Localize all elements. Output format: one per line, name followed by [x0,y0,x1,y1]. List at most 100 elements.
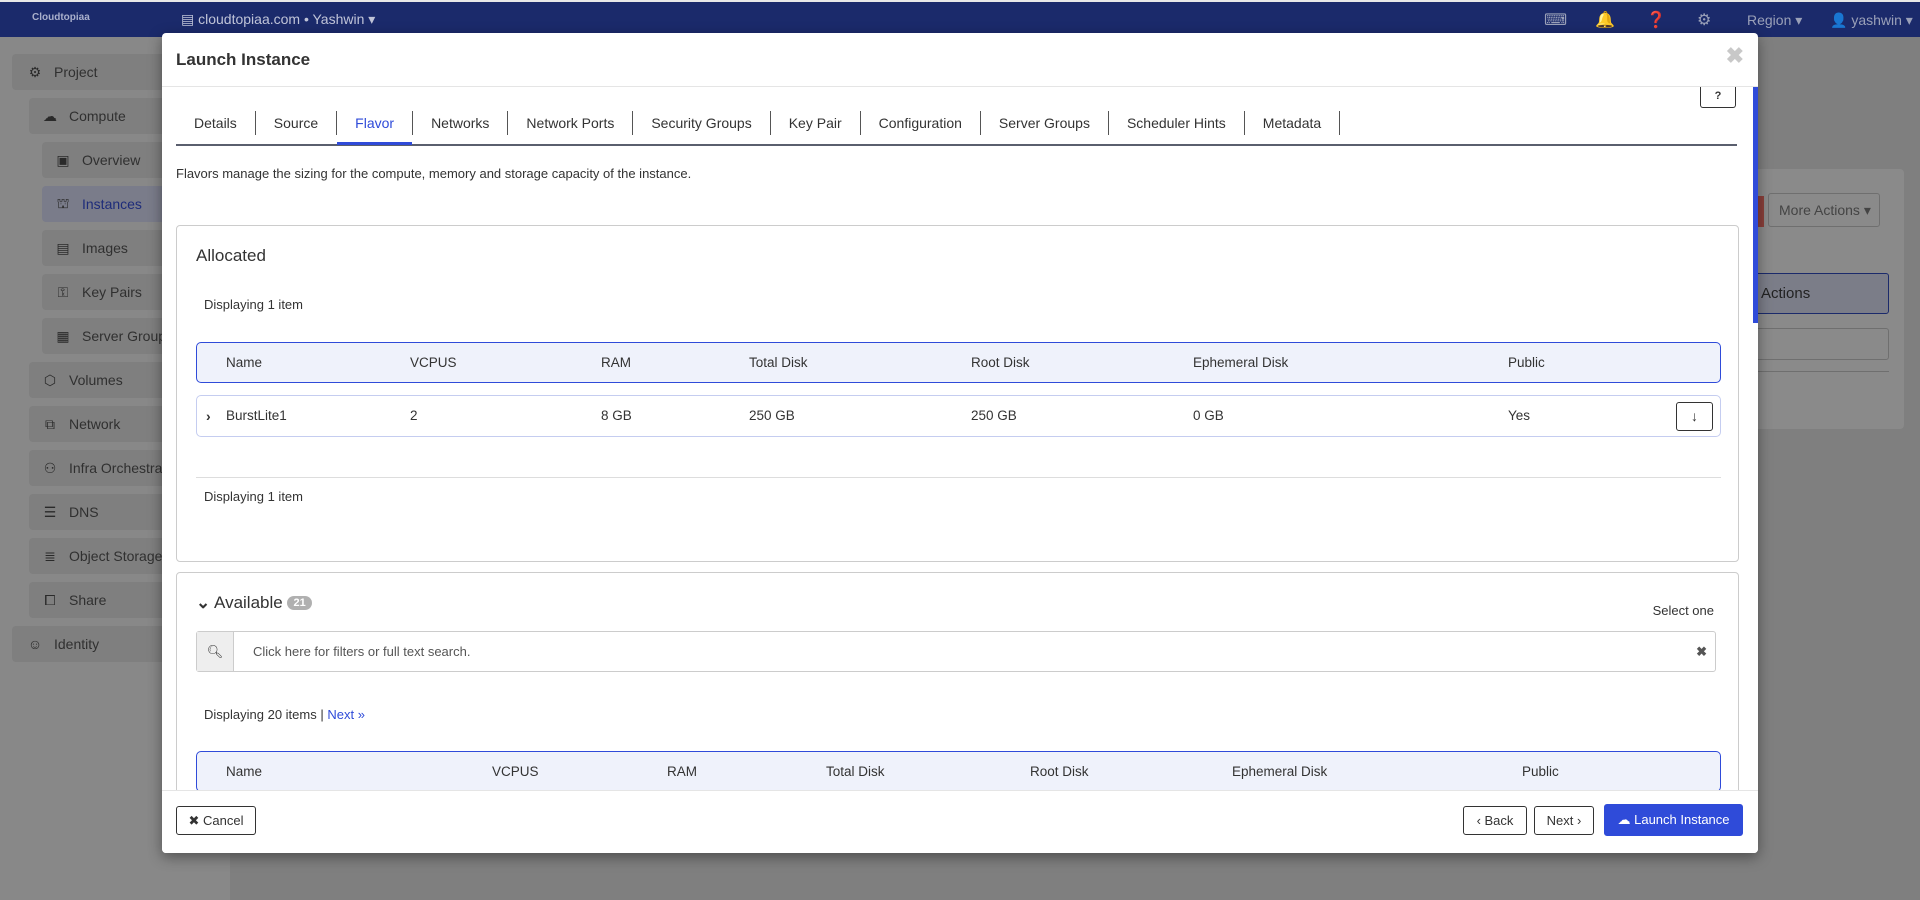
sidebar-item-label: Infra Orchestration [69,460,185,476]
column-header-root-disk: Root Disk [1030,764,1089,779]
column-header-ram: RAM [667,764,697,779]
tab-details[interactable]: Details [176,111,256,135]
available-panel: ⌄ Available 21 Select one 🔍︎ ✖ Displayin… [176,572,1739,790]
logo: Cloudtopiaa [32,12,90,23]
available-title: Available [214,593,283,612]
divider [1758,371,1889,372]
orchestration-icon: ⚇ [43,459,57,476]
tab-configuration[interactable]: Configuration [861,111,981,135]
cell-vcpus: 2 [410,408,418,423]
modal-footer: ✖ Cancel ‹ Back Next › ☁ Launch Instance [162,790,1758,853]
sidebar-item-label: Instances [82,196,142,212]
console-icon[interactable]: ⌨ [1544,12,1568,29]
tab-security-groups[interactable]: Security Groups [633,111,771,135]
tab-scheduler-hints[interactable]: Scheduler Hints [1109,111,1245,135]
available-table-header: Name VCPUS RAM Total Disk Root Disk Ephemeral… [196,751,1721,790]
help-icon[interactable]: ❓ [1646,12,1666,29]
more-actions-label: More Actions [1779,202,1860,218]
network-icon: ⧉ [45,415,55,432]
cell-name: BurstLite1 [226,408,287,423]
back-label: Back [1484,813,1514,828]
next-page-link[interactable]: Next » [327,707,365,722]
launch-label: Launch Instance [1634,812,1730,827]
available-count-badge: 21 [287,596,312,610]
search-bar: 🔍︎ ✖ [196,631,1716,672]
region-dropdown[interactable]: Region ▾ [1747,12,1803,28]
cell-public: Yes [1508,408,1531,423]
gear-icon[interactable]: ⚙ [1697,12,1712,29]
region-label: Region [1747,12,1792,28]
column-header-root-disk: Root Disk [971,355,1030,370]
close-icon[interactable]: ✖ [1725,43,1744,68]
allocated-panel: Allocated Displaying 1 item Name VCPUS RAM… [176,225,1739,562]
column-header-ram: RAM [601,355,631,370]
launch-instance-modal: Launch Instance ✖ ? Details Source Flavor N… [162,33,1758,853]
tab-flavor[interactable]: Flavor [337,111,414,145]
column-header-ephemeral-disk: Ephemeral Disk [1193,355,1289,370]
bell-icon[interactable]: 🔔 [1595,12,1615,29]
flavor-description: Flavors manage the sizing for the comput… [176,166,692,181]
separator: | [320,707,324,722]
launch-instance-button[interactable]: ☁ Launch Instance [1604,804,1743,836]
tab-network-ports[interactable]: Network Ports [508,111,634,135]
sidebar-item-label: Network [69,416,121,432]
search-icon: 🔍︎ [197,632,234,671]
monitor-icon: ▣ [56,151,70,168]
user-icon: 👤 [1830,12,1848,28]
cell-ram: 8 GB [601,408,632,423]
next-label: Next [1546,813,1574,828]
cell-total-disk: 250 GB [749,408,795,423]
share-icon: ⧠ [44,591,56,608]
column-header-vcpus: VCPUS [410,355,457,370]
modal-header: Launch Instance ✖ [162,33,1758,87]
sidebar-item-label: Share [69,592,107,608]
available-count: Displaying 20 items | Next » [204,707,365,722]
allocated-table-header: Name VCPUS RAM Total Disk Root Disk Ephemeral… [196,342,1721,383]
sidebar-item-label: Key Pairs [82,284,142,300]
available-toggle[interactable]: ⌄ Available 21 [196,593,312,613]
search-input[interactable] [235,632,1675,671]
server-icon: ▦ [56,327,70,344]
tab-source[interactable]: Source [256,111,338,135]
back-button[interactable]: ‹ Back [1463,806,1527,835]
user-label: yashwin [1851,12,1902,28]
storage-icon: ≣ [44,547,56,564]
chevron-right-icon[interactable]: › [206,408,211,424]
cell-ephemeral-disk: 0 GB [1193,408,1224,423]
volume-icon: ⬡ [43,371,57,388]
deallocate-button[interactable]: ↓ [1676,402,1713,431]
top-navbar: Cloudtopiaa ▤ cloudtopiaa.com • Yashwin … [0,0,1920,37]
sidebar-item-label: Overview [82,152,141,168]
table-row[interactable]: BurstLite1 2 8 GB 250 GB 250 GB 0 GB Yes › ↓ [196,395,1721,437]
identity-icon: ☺ [27,636,43,652]
divider [196,477,1721,478]
background-danger-button [1758,196,1764,227]
sidebar-item-label: Images [82,240,128,256]
allocated-count-bottom: Displaying 1 item [204,489,303,504]
cloud-icon: ☁ [43,107,57,124]
cancel-label: Cancel [203,813,244,828]
modal-title: Launch Instance [176,50,311,69]
sidebar-item-label: Project [54,64,98,80]
dns-icon: ☰ [43,503,57,520]
column-header-name: Name [226,764,263,779]
sidebar-item-label: DNS [69,504,99,520]
modal-body: ? Details Source Flavor Networks Network Por… [162,87,1758,790]
wizard-tabs: Details Source Flavor Networks Network Ports… [176,110,1737,146]
user-dropdown[interactable]: 👤 yashwin ▾ [1830,12,1913,28]
cancel-button[interactable]: ✖ Cancel [176,806,256,835]
clear-search-icon[interactable]: ✖ [1696,644,1707,659]
next-button[interactable]: Next › [1534,806,1594,835]
tab-server-groups[interactable]: Server Groups [981,111,1109,135]
tab-networks[interactable]: Networks [413,111,509,135]
more-actions-button: More Actions ▾ [1768,193,1880,227]
tab-metadata[interactable]: Metadata [1245,111,1341,135]
project-icon: ⚙ [28,63,42,80]
project-selector[interactable]: ▤ cloudtopiaa.com • Yashwin ▾ [181,11,376,27]
select-one-label: Select one [1652,603,1714,618]
sidebar-item-label: Object Storage [69,548,163,564]
allocated-title: Allocated [196,246,266,265]
scrollbar[interactable] [1753,87,1758,323]
help-button[interactable]: ? [1700,87,1736,108]
tab-key-pair[interactable]: Key Pair [771,111,861,135]
